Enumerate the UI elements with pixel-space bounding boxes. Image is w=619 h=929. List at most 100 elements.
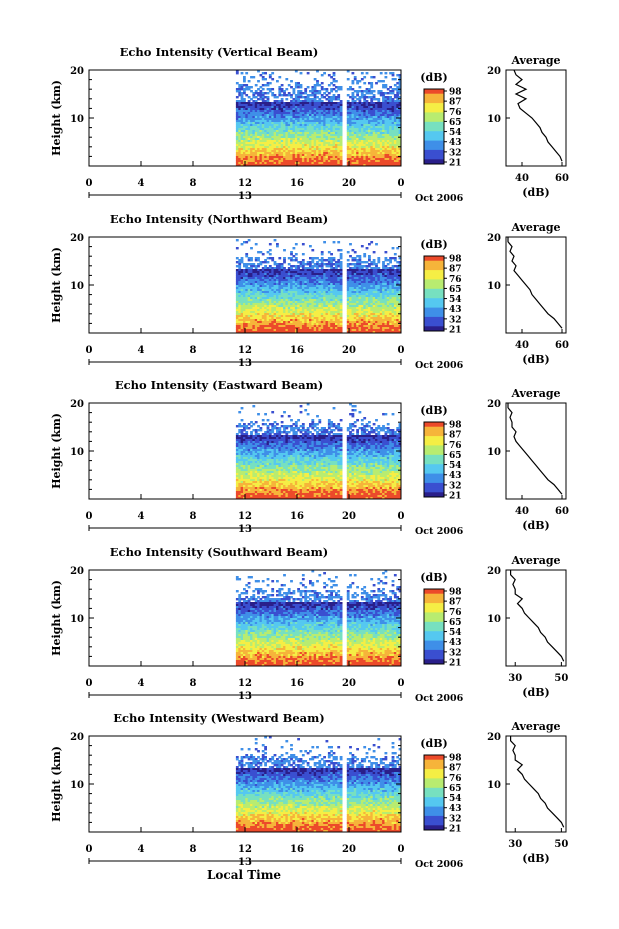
heatmap-cell — [261, 84, 265, 87]
heatmap-cell — [243, 100, 246, 103]
heatmap-cell — [304, 138, 308, 141]
heatmap-cell — [370, 162, 374, 165]
heatmap-cell — [325, 152, 329, 155]
heatmap-cell — [349, 152, 352, 155]
heatmap-cell — [245, 132, 249, 135]
heatmap-cell — [349, 146, 352, 149]
heatmap-cell — [356, 152, 359, 155]
heatmap-cell — [283, 279, 286, 282]
heatmap-cell — [247, 313, 251, 316]
heatmap-cell — [276, 293, 279, 296]
heatmap-cell — [243, 295, 246, 298]
heatmap-cell — [306, 321, 310, 324]
heatmap-cell — [339, 140, 343, 143]
heatmap-cell — [358, 293, 362, 296]
heatmap-cell — [368, 114, 371, 117]
heatmap-cell — [365, 162, 369, 165]
heatmap-cell — [377, 323, 381, 326]
heatmap-cell — [252, 293, 256, 296]
heatmap-cell — [254, 142, 258, 145]
heatmap-cell — [382, 293, 385, 296]
heatmap-cell — [377, 144, 381, 147]
colorbar-swatch — [424, 126, 444, 130]
heatmap-cell — [306, 86, 310, 89]
heatmap-cell — [339, 263, 343, 266]
heatmap-cell — [393, 146, 397, 149]
heatmap-cell — [346, 285, 350, 288]
heatmap-cell — [285, 130, 289, 133]
heatmap-cell — [261, 303, 265, 306]
heatmap-cell — [273, 295, 277, 298]
heatmap-cell — [349, 150, 352, 153]
heatmap-cell — [254, 106, 258, 109]
heatmap-cell — [389, 271, 392, 274]
heatmap-cell — [250, 303, 253, 306]
heatmap-cell — [290, 269, 293, 272]
heatmap-cell — [396, 311, 400, 314]
heatmap-cell — [297, 134, 300, 137]
heatmap-cell — [353, 108, 357, 111]
heatmap-cell — [384, 144, 388, 147]
heatmap-cell — [268, 112, 272, 115]
heatmap-cell — [245, 162, 249, 165]
heatmap-cell — [283, 297, 286, 300]
heatmap-cell — [323, 148, 326, 151]
heatmap-cell — [384, 289, 388, 292]
heatmap-cell — [382, 313, 385, 316]
heatmap-cell — [259, 120, 263, 123]
heatmap-cell — [235, 321, 239, 324]
heatmap-cell — [393, 317, 397, 320]
heatmap-cell — [396, 315, 400, 318]
heatmap-cell — [325, 154, 329, 157]
heatmap-cell — [377, 162, 381, 165]
heatmap-cell — [287, 307, 291, 310]
heatmap-cell — [235, 88, 239, 91]
heatmap-cell — [297, 96, 300, 99]
heatmap-cell — [285, 313, 289, 316]
heatmap-cell — [243, 110, 246, 113]
heatmap-cell — [278, 267, 282, 270]
heatmap-cell — [238, 146, 242, 149]
heatmap-cell — [377, 285, 381, 288]
heatmap-cell — [240, 100, 244, 103]
heatmap-cell — [294, 102, 298, 105]
heatmap-cell — [372, 140, 376, 143]
heatmap-cell — [386, 309, 390, 312]
heatmap-cell — [358, 261, 362, 264]
heatmap-cell — [235, 148, 239, 151]
heatmap-cell — [268, 321, 272, 324]
heatmap-cell — [386, 271, 390, 274]
heatmap-cell — [301, 154, 305, 157]
heatmap-cell — [285, 321, 289, 324]
heatmap-cell — [278, 122, 282, 125]
heatmap-cell — [301, 263, 305, 266]
colorbar-swatch — [424, 152, 444, 156]
heatmap-cell — [349, 88, 352, 91]
heatmap-cell — [287, 267, 291, 270]
heatmap-cell — [264, 291, 267, 294]
heatmap-cell — [292, 259, 296, 262]
heatmap-cell — [325, 150, 329, 153]
heatmap-cell — [365, 285, 369, 288]
heatmap-cell — [311, 305, 315, 308]
heatmap-cell — [287, 325, 291, 328]
heatmap-cell — [306, 118, 310, 121]
heatmap-cell — [264, 96, 267, 99]
heatmap-cell — [318, 283, 322, 286]
heatmap-cell — [349, 126, 352, 129]
heatmap-cell — [271, 307, 275, 310]
heatmap-cell — [240, 116, 244, 119]
heatmap-cell — [349, 287, 352, 290]
heatmap-cell — [358, 108, 362, 111]
heatmap-cell — [301, 303, 305, 306]
heatmap-cell — [290, 154, 293, 157]
heatmap-cell — [264, 307, 267, 310]
heatmap-cell — [243, 88, 246, 91]
heatmap-cell — [268, 76, 272, 79]
heatmap-cell — [245, 116, 249, 119]
heatmap-cell — [349, 154, 352, 157]
heatmap-cell — [273, 277, 277, 280]
heatmap-cell — [356, 102, 359, 105]
heatmap-cell — [254, 265, 258, 268]
heatmap-cell — [398, 162, 402, 165]
